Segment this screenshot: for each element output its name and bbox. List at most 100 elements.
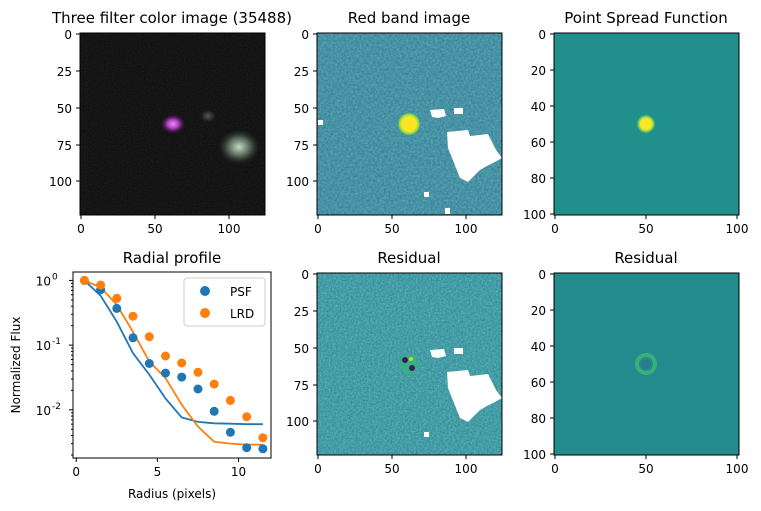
point-psf (209, 406, 219, 416)
ytick-label: 50 (294, 342, 309, 356)
xtick-label: 50 (638, 222, 653, 236)
residual-2-title: Residual (614, 249, 677, 267)
color-image-panel: Three filter color image (35488) 0 25 50… (49, 9, 292, 236)
point-lrd (258, 433, 268, 443)
ytick-label: 60 (531, 136, 546, 150)
xtick-label: 0 (314, 462, 322, 476)
ytick-label: 50 (57, 102, 72, 116)
ytick-label: 100 (286, 175, 309, 189)
point-psf (242, 443, 252, 453)
ytick-label: 20 (531, 304, 546, 318)
ytick-label: 0 (538, 268, 546, 282)
point-psf (258, 444, 268, 454)
point-lrd (177, 358, 187, 368)
residual-2-xticks: 0 50 100 (551, 455, 748, 476)
psf-title: Point Spread Function (564, 9, 727, 27)
ytick-label: 75 (294, 139, 309, 153)
point-lrd (96, 280, 106, 290)
point-lrd (161, 351, 170, 361)
ytick-label: 10 (36, 274, 51, 288)
xtick-label: 0 (77, 222, 85, 236)
red-band-xticks: 0 50 100 (314, 215, 477, 236)
ytick-label: 100 (49, 175, 72, 189)
xtick-label: 5 (154, 465, 162, 479)
residual-2-ring (635, 353, 657, 375)
ytick-label: 60 (531, 376, 546, 390)
point-psf (112, 303, 122, 313)
xtick-label: 0 (551, 462, 559, 476)
ytick-label: 80 (531, 412, 546, 426)
model-line-lrd (84, 279, 263, 446)
red-band-source (397, 112, 421, 136)
residual-panel-2: Residual 0 20 40 60 80 100 0 50 100 (523, 249, 748, 476)
point-psf (177, 372, 187, 382)
color-image-title: Three filter color image (35488) (51, 9, 292, 27)
psf-xticks: 0 50 100 (551, 215, 748, 236)
ytick-exponent: -2 (52, 402, 61, 412)
ytick-label: 0 (301, 268, 309, 282)
red-band-yticks: 0 25 50 75 100 (286, 28, 317, 189)
psf-panel: Point Spread Function 0 20 40 60 80 100 … (523, 9, 748, 236)
xtick-label: 100 (726, 462, 749, 476)
color-image-xticks: 0 50 100 (77, 215, 240, 236)
ytick-label: 100 (286, 415, 309, 429)
point-lrd (242, 412, 252, 422)
psf-yticks: 0 20 40 60 80 100 (523, 28, 554, 222)
point-lrd (79, 275, 89, 285)
point-lrd (225, 395, 235, 405)
point-lrd (128, 311, 138, 321)
ytick-label: 80 (531, 172, 546, 186)
xtick-label: 0 (314, 222, 322, 236)
masked-region (318, 108, 502, 214)
magenta-source (159, 113, 187, 135)
residual-2-yticks: 0 20 40 60 80 100 (523, 268, 554, 462)
ytick-label: 10 (36, 339, 51, 353)
legend-marker-psf (200, 286, 210, 296)
radial-profile-title: Radial profile (123, 249, 221, 267)
point-lrd (144, 332, 154, 342)
point-psf (225, 427, 235, 437)
xtick-label: 50 (638, 462, 653, 476)
xtick-label: 100 (218, 222, 241, 236)
point-lrd (193, 367, 203, 377)
ytick-label: 0 (538, 28, 546, 42)
ytick-label: 20 (531, 64, 546, 78)
ytick-label: 10 (36, 404, 51, 418)
point-psf (161, 368, 170, 378)
residual-1-source (399, 354, 419, 374)
xtick-label: 100 (455, 462, 478, 476)
ytick-label: 75 (294, 379, 309, 393)
red-band-title: Red band image (348, 9, 471, 27)
residual-1-yticks: 0 25 50 75 100 (286, 268, 317, 429)
profile-lines (83, 279, 263, 446)
xtick-label: 10 (231, 465, 246, 479)
point-lrd (112, 293, 122, 303)
residual-1-title: Residual (377, 249, 440, 267)
ytick-label: 25 (57, 65, 72, 79)
residual-panel-1: Residual 0 25 50 75 100 (286, 249, 503, 476)
legend-marker-lrd (200, 308, 210, 318)
ytick-label: 25 (294, 65, 309, 79)
ytick-label: 40 (531, 340, 546, 354)
xtick-label: 100 (455, 222, 478, 236)
legend-label-lrd: LRD (230, 307, 254, 321)
grey-source (215, 127, 263, 167)
xtick-label: 0 (551, 222, 559, 236)
point-psf (128, 333, 138, 343)
ytick-label: 75 (57, 139, 72, 153)
profile-ylabel: Normalized Flux (9, 317, 23, 414)
xtick-label: 0 (72, 465, 80, 479)
profile-xlabel: Radius (pixels) (128, 487, 216, 501)
profile-legend: PSF LRD (183, 277, 266, 327)
ytick-label: 0 (64, 28, 72, 42)
ytick-label: 40 (531, 100, 546, 114)
red-band-panel: Red band image 0 25 50 75 100 0 50 (286, 9, 503, 236)
residual-1-masked-region (424, 348, 502, 437)
profile-points (79, 275, 268, 454)
xtick-label: 50 (147, 222, 162, 236)
psf-core (636, 114, 656, 134)
xtick-label: 100 (726, 222, 749, 236)
